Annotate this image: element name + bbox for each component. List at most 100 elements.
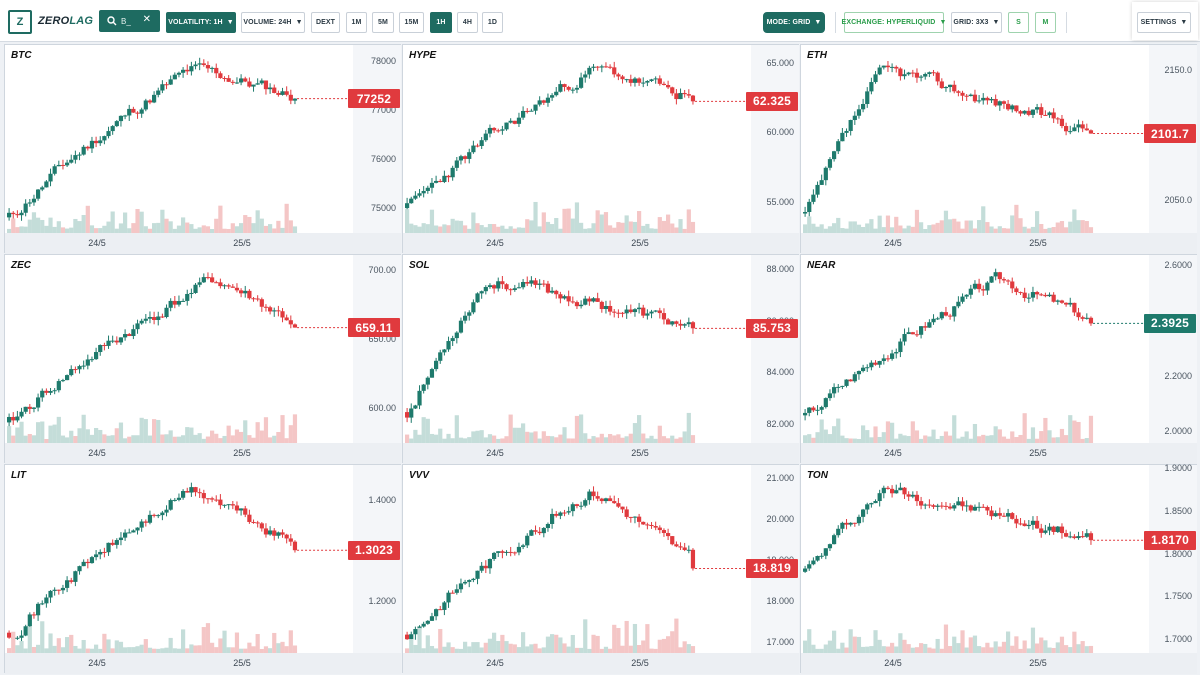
interval-1m-button[interactable]: 1M: [346, 12, 367, 33]
candle-body: [243, 290, 248, 294]
dext-button[interactable]: DEXT: [311, 12, 340, 33]
volume-bar: [599, 214, 604, 233]
volume-bar: [1022, 413, 1027, 443]
candlestick-chart[interactable]: [801, 465, 1149, 653]
last-price-tag: 77252: [348, 89, 400, 109]
volume-bar: [429, 433, 435, 443]
candle-body: [803, 568, 808, 572]
candle-body: [239, 508, 244, 511]
logo-lag: LAG: [69, 15, 94, 27]
volume-bar: [508, 226, 513, 233]
candle-body: [653, 78, 658, 80]
candle-body: [525, 282, 530, 284]
volume-bar: [848, 629, 853, 653]
volume-bar: [608, 225, 613, 233]
search-input[interactable]: B_ ✕: [99, 10, 160, 32]
volume-bar: [450, 438, 455, 443]
candlestick-chart[interactable]: [5, 255, 353, 443]
volume-bar: [255, 634, 260, 653]
volume-bar: [570, 438, 575, 443]
chart-panel-near[interactable]: 2.60002.40002.20002.000024/525/52.3925NE…: [800, 254, 1197, 464]
chart-panel-eth[interactable]: 2150.0 2050.0 24/5 25/5 2101.7 ETH: [800, 44, 1197, 254]
chart-panel-vvv[interactable]: 21.00020.00019.00018.00017.00024/525/518…: [402, 464, 799, 674]
candle-body: [94, 554, 99, 558]
toolbar-divider: [835, 12, 836, 33]
candlestick-chart[interactable]: [403, 465, 751, 653]
candle-body: [1001, 515, 1007, 517]
volume-bar: [98, 228, 103, 233]
last-price-tag: 2.3925: [1144, 313, 1196, 333]
candle-body: [881, 487, 886, 494]
x-axis: [403, 653, 799, 674]
candle-body: [931, 505, 936, 507]
volume-bar: [848, 221, 853, 233]
volatility-dropdown[interactable]: VOLATILITY: 1H ▼: [166, 12, 236, 33]
candle-body: [1018, 523, 1023, 525]
candle-body: [81, 561, 86, 567]
candlestick-chart[interactable]: [801, 45, 1149, 233]
x-axis: [403, 233, 799, 254]
volume-bar: [579, 222, 584, 233]
search-value[interactable]: B_: [121, 16, 131, 26]
chart-symbol: SOL: [409, 260, 430, 271]
chart-panel-hype[interactable]: 65.000 60.000 55.000 24/5 25/5 62.325 HYPE: [402, 44, 799, 254]
candle-body: [218, 499, 223, 506]
candle-body: [579, 304, 584, 307]
grid-dropdown[interactable]: GRID: 3X3 ▼: [951, 12, 1002, 33]
chart-panel-sol[interactable]: 88.00086.00084.00082.00024/525/585.753SO…: [402, 254, 799, 464]
volume-bar: [550, 634, 555, 653]
volume-bar: [616, 627, 621, 653]
candle-body: [624, 79, 629, 81]
volume-dropdown[interactable]: VOLUME: 24H ▼: [241, 12, 305, 33]
candlestick-chart[interactable]: [5, 45, 353, 233]
candlestick-chart[interactable]: [801, 255, 1149, 443]
interval-1h-button[interactable]: 1H: [430, 12, 452, 33]
volume-bar: [803, 224, 808, 233]
volume-bar: [247, 435, 252, 443]
volume-bar: [73, 645, 78, 653]
mode-dropdown[interactable]: MODE: GRID ▼: [763, 12, 825, 33]
chart-panel-lit[interactable]: 1.4000 1.2000 24/5 25/5 1.3023 LIT: [4, 464, 401, 674]
volume-bar: [434, 434, 439, 443]
candle-body: [844, 522, 849, 525]
interval-4h-button[interactable]: 4H: [457, 12, 478, 33]
candlestick-chart[interactable]: [5, 465, 353, 653]
exchange-dropdown[interactable]: EXCHANGE: HYPERLIQUID ▼: [842, 12, 946, 33]
settings-dropdown[interactable]: SETTINGS ▼: [1137, 12, 1191, 33]
candlestick-chart[interactable]: [403, 255, 751, 443]
volume-bar: [243, 215, 248, 233]
candle-body: [1084, 533, 1089, 537]
chart-panel-ton[interactable]: 1.9000 1.8500 1.8000 1.7500 1.7000 24/5 25/5 1.…: [800, 463, 1197, 674]
volume-bar: [239, 223, 244, 233]
candle-body: [537, 531, 542, 534]
y-axis: [751, 45, 799, 233]
volume-bar: [819, 419, 824, 443]
volume-bar: [172, 648, 177, 653]
chart-panel-btc[interactable]: 78000 77000 76000 75000 24/5 25/5 77252 BTC: [4, 44, 401, 254]
candle-body: [1072, 127, 1077, 132]
chart-panel-zec[interactable]: 700.00 650.00 600.00 24/5 25/5 659.11 ZEC: [4, 254, 401, 464]
volume-bar: [450, 218, 455, 233]
interval-5m-button[interactable]: 5M: [372, 12, 394, 33]
candle-body: [409, 408, 414, 418]
size-m-button[interactable]: M: [1035, 12, 1056, 33]
volume-bar: [956, 643, 961, 653]
candle-body: [1064, 533, 1069, 537]
clear-search-icon[interactable]: ✕: [142, 14, 151, 25]
candle-body: [280, 91, 285, 95]
volume-bar: [591, 436, 596, 443]
volume-bar: [164, 647, 169, 653]
volume-bar: [77, 648, 82, 653]
volume-bar: [869, 437, 874, 443]
candlestick-chart[interactable]: [403, 45, 751, 233]
candle-body: [529, 530, 534, 536]
candle-body: [123, 532, 128, 538]
volume-bar: [968, 637, 973, 653]
volume-bar: [73, 436, 78, 443]
interval-1d-button[interactable]: 1D: [482, 12, 503, 33]
size-s-button[interactable]: S: [1008, 12, 1029, 33]
last-price-tag: 659.11: [348, 318, 400, 338]
volume-bar: [77, 221, 82, 233]
candle-body: [682, 92, 687, 95]
interval-15m-button[interactable]: 15M: [399, 12, 424, 33]
